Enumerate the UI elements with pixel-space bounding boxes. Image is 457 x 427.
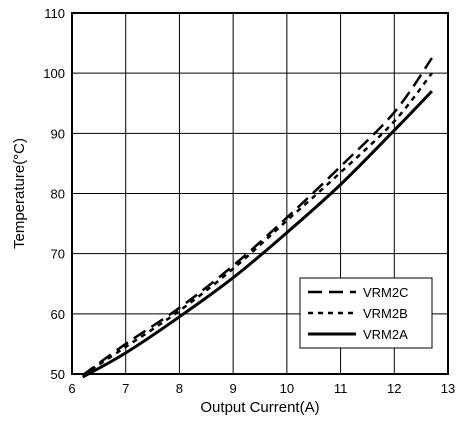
x-tick-labels: 6 7 8 9 10 11 12 13 <box>68 381 455 396</box>
y-tick-label: 70 <box>51 247 65 262</box>
legend-label: VRM2C <box>363 285 409 300</box>
legend-label: VRM2A <box>363 327 408 342</box>
series-line-vrm2a <box>81 90 433 379</box>
series-line-vrm2c <box>81 57 433 377</box>
y-axis-label: Temperature(°C) <box>11 138 28 249</box>
x-tick-label: 9 <box>230 381 237 396</box>
series-layer <box>81 57 433 379</box>
y-tick-label: 50 <box>51 367 65 382</box>
x-axis-label: Output Current(A) <box>200 399 319 416</box>
x-tick-label: 10 <box>280 381 294 396</box>
legend-label: VRM2B <box>363 306 408 321</box>
y-tick-label: 110 <box>44 6 65 21</box>
x-tick-label: 8 <box>176 381 183 396</box>
x-tick-label: 7 <box>122 381 129 396</box>
y-tick-label: 80 <box>51 187 65 202</box>
series-line-vrm2b <box>82 72 433 377</box>
x-tick-label: 12 <box>387 381 401 396</box>
x-tick-label: 6 <box>68 381 75 396</box>
plot-frame <box>71 12 449 375</box>
x-tick-label: 11 <box>334 381 348 396</box>
x-tick-label: 13 <box>441 381 455 396</box>
y-tick-label: 100 <box>43 66 65 81</box>
legend: VRM2C VRM2B VRM2A <box>299 277 433 349</box>
grid <box>71 12 449 375</box>
y-tick-labels: 50 60 70 80 90 100 110 <box>43 6 65 382</box>
y-tick-label: 90 <box>51 126 65 141</box>
y-tick-label: 60 <box>51 307 65 322</box>
